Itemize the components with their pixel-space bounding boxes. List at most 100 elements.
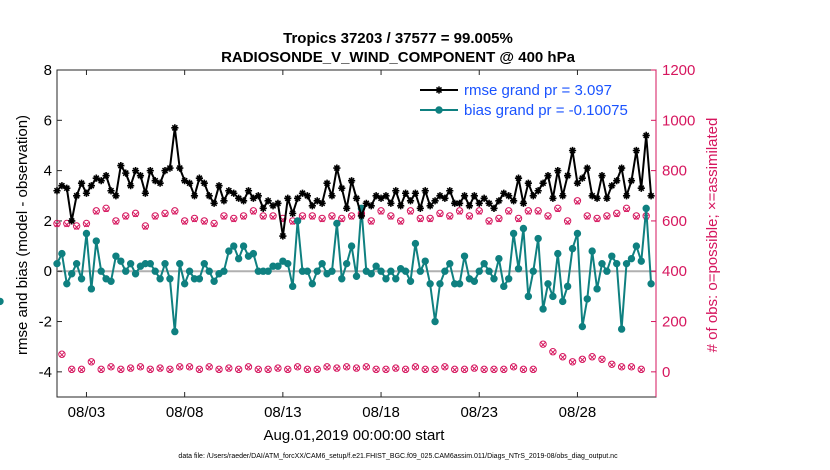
rmse-point <box>82 189 91 197</box>
obs-possible-point <box>303 365 312 374</box>
obs-possible-point <box>97 365 105 374</box>
obs-possible-point <box>308 212 317 220</box>
rmse-point <box>372 192 380 200</box>
bias-point <box>185 267 194 275</box>
bias-point <box>593 285 601 293</box>
rmse-point <box>117 161 125 170</box>
obs-assimilated-point <box>294 364 301 370</box>
y-right-tick-label: 600 <box>662 213 687 230</box>
rmse-point <box>190 192 199 200</box>
obs-possible-point <box>608 360 616 368</box>
rmse-point <box>593 194 601 202</box>
rmse-point <box>195 174 203 182</box>
obs-possible-point <box>82 219 91 228</box>
obs-assimilated-point <box>113 219 119 225</box>
obs-assimilated-point <box>64 222 70 228</box>
obs-assimilated-point <box>452 367 458 373</box>
bias-point <box>421 257 429 265</box>
obs-possible-point <box>495 214 503 223</box>
bias-point <box>647 280 655 288</box>
obs-possible-point <box>92 207 100 215</box>
obs-possible-point <box>446 212 454 220</box>
obs-assimilated-point <box>83 222 90 228</box>
bias-point <box>372 262 380 270</box>
obs-possible-point <box>500 365 508 374</box>
bias-point <box>58 249 66 258</box>
bias-point <box>264 267 272 275</box>
obs-possible-point <box>190 214 199 223</box>
legend-star-marker <box>435 86 443 94</box>
rmse-point <box>235 194 243 202</box>
rmse-point <box>141 189 149 197</box>
obs-possible-point <box>347 212 356 220</box>
bias-point <box>195 275 204 283</box>
obs-assimilated-point <box>633 214 640 220</box>
obs-assimilated-point <box>255 367 261 373</box>
rmse-point <box>308 202 316 210</box>
x-tick-label: 08/08 <box>166 404 204 421</box>
rmse-point <box>313 197 321 205</box>
obs-possible-point <box>298 212 307 220</box>
rmse-point <box>279 232 287 240</box>
rmse-point <box>58 182 66 190</box>
rmse-point <box>112 192 120 200</box>
bias-point <box>470 277 479 285</box>
obs-assimilated-point <box>407 209 414 215</box>
legend-label: bias grand pr = -0.10075 <box>464 102 628 119</box>
bias-point <box>180 280 189 288</box>
obs-assimilated-point <box>348 214 355 220</box>
bias-point <box>455 280 464 288</box>
obs-possible-point <box>563 217 572 225</box>
obs-possible-point <box>436 209 444 218</box>
rmse-point <box>136 172 145 180</box>
rmse-point <box>289 209 297 217</box>
obs-possible-point <box>554 204 562 213</box>
obs-assimilated-point <box>329 214 335 220</box>
obs-assimilated-point <box>59 352 65 358</box>
bias-point <box>176 259 184 268</box>
obs-assimilated-point <box>147 367 153 373</box>
obs-possible-point <box>539 340 547 348</box>
obs-assimilated-point <box>127 365 134 372</box>
obs-assimilated-point <box>324 364 330 370</box>
bias-point <box>166 275 174 283</box>
obs-possible-point <box>53 219 61 228</box>
obs-assimilated-point <box>614 211 620 218</box>
obs-assimilated-point <box>108 364 114 370</box>
obs-assimilated-point <box>432 367 438 373</box>
obs-assimilated-point <box>476 209 482 215</box>
rmse-point <box>146 167 154 175</box>
obs-assimilated-point <box>383 367 389 373</box>
obs-assimilated-point <box>609 362 615 368</box>
rmse-point <box>225 187 233 195</box>
bias-point <box>559 297 567 306</box>
bias-point <box>509 229 518 238</box>
bias-point <box>347 242 356 250</box>
obs-possible-point <box>431 365 439 374</box>
obs-possible-point <box>269 212 277 220</box>
obs-assimilated-point <box>447 214 453 220</box>
bias-point <box>220 267 228 275</box>
rmse-point <box>362 199 370 207</box>
rmse-point <box>357 212 366 220</box>
obs-possible-point <box>549 348 557 356</box>
obs-assimilated-point <box>442 364 448 370</box>
rmse-point <box>554 167 562 175</box>
obs-possible-point <box>490 365 498 374</box>
rmse-point <box>436 192 444 200</box>
bias-point <box>573 229 582 238</box>
bias-point <box>598 259 606 268</box>
obs-possible-point <box>328 212 336 220</box>
obs-possible-point <box>637 365 645 374</box>
obs-assimilated-point <box>594 217 600 223</box>
obs-possible-point <box>313 365 321 374</box>
rmse-point <box>185 179 194 187</box>
bias-point <box>480 259 488 268</box>
rmse-point <box>598 172 606 180</box>
obs-assimilated-point <box>118 367 124 373</box>
rmse-point <box>274 199 282 207</box>
rmse-point <box>583 164 591 172</box>
obs-possible-point <box>166 365 174 374</box>
obs-possible-point <box>613 209 621 218</box>
obs-assimilated-point <box>172 209 178 215</box>
